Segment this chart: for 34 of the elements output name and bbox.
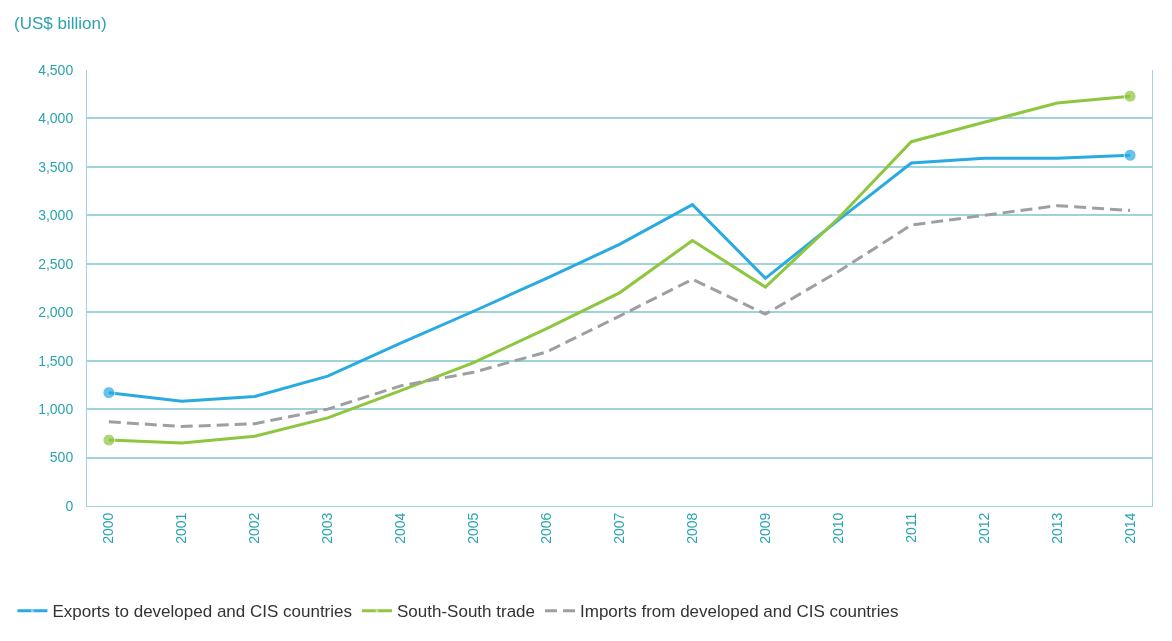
point [102, 386, 116, 400]
y-tick-label: 1,000 [38, 401, 74, 418]
legend-label: Imports from developed and CIS countries [580, 602, 899, 622]
x-tick-label: 2013 [1048, 512, 1065, 544]
y-tick-label: 1,500 [38, 352, 74, 369]
legend-label: South-South trade [397, 602, 536, 622]
y-tick-label: 2,000 [38, 304, 74, 321]
x-tick-label: 2009 [756, 512, 773, 544]
y-tick-label: 0 [65, 497, 74, 514]
point [1123, 89, 1137, 103]
x-tick-label: 2004 [392, 512, 409, 544]
x-tick-label: 2007 [611, 512, 628, 544]
x-tick-label: 2008 [684, 512, 700, 544]
y-axis-title: (US$ billion) [14, 14, 107, 33]
y-tick-label: 4,500 [38, 61, 74, 78]
y-tick-label: 500 [49, 449, 74, 466]
legend-label: Exports to developed and CIS countries [52, 602, 353, 622]
y-tick-label: 2,500 [38, 255, 74, 272]
y-tick-label: 3,000 [38, 207, 74, 224]
x-tick-label: 2014 [1121, 512, 1138, 544]
line-series [107, 204, 1132, 429]
x-tick-label: 2000 [100, 512, 117, 544]
point [1123, 148, 1137, 162]
x-tick-label: 2006 [538, 512, 555, 544]
x-tick-label: 2005 [465, 512, 482, 544]
x-tick-label: 2012 [975, 512, 992, 544]
x-tick-label: 2003 [319, 512, 336, 544]
y-tick-label: 3,500 [38, 158, 74, 175]
x-tick-label: 2011 [902, 512, 919, 543]
x-tick-label: 2001 [173, 512, 190, 544]
x-tick-label: 2010 [829, 512, 846, 544]
point [102, 433, 116, 447]
y-tick-label: 4,000 [38, 110, 74, 127]
x-tick-label: 2002 [246, 512, 263, 544]
